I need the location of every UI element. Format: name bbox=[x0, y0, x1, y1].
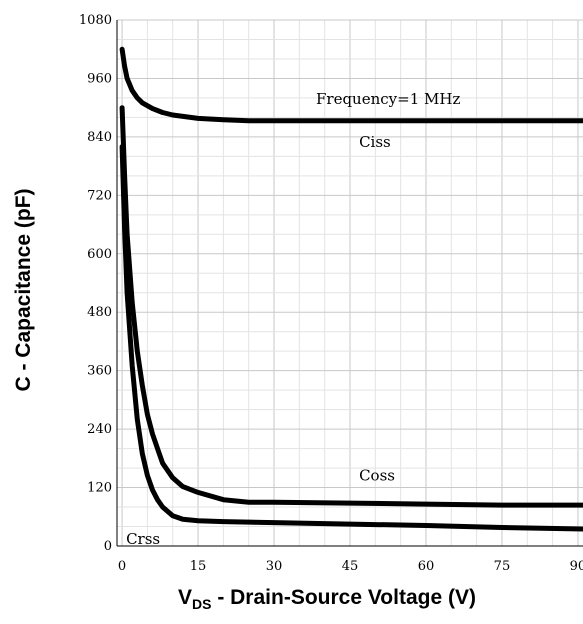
x-tick-label: 15 bbox=[190, 559, 207, 574]
x-tick-label: 75 bbox=[494, 559, 511, 574]
y-tick-label: 120 bbox=[87, 481, 112, 496]
frequency-annotation: Frequency=1 MHz bbox=[316, 90, 460, 108]
series-label-coss: Coss bbox=[359, 467, 395, 485]
y-tick-label: 960 bbox=[87, 71, 112, 86]
x-tick-label: 60 bbox=[418, 559, 435, 574]
x-axis-title-subscript: DS bbox=[192, 596, 211, 612]
x-tick-label: 45 bbox=[342, 559, 359, 574]
x-tick-label: 90 bbox=[570, 559, 583, 574]
y-tick-label: 1080 bbox=[79, 13, 112, 28]
series-curves bbox=[119, 46, 583, 532]
y-tick-label: 720 bbox=[87, 188, 112, 203]
series-line-crss bbox=[119, 144, 583, 532]
y-tick-label: 360 bbox=[87, 364, 112, 379]
x-axis-title-rest: - Drain-Source Voltage (V) bbox=[211, 586, 475, 609]
y-tick-label: 600 bbox=[87, 247, 112, 262]
x-tick-label: 0 bbox=[118, 559, 126, 574]
y-tick-label: 840 bbox=[87, 130, 112, 145]
x-axis-title: VDS - Drain-Source Voltage (V) bbox=[178, 586, 476, 612]
y-tick-label: 0 bbox=[104, 539, 112, 554]
series-line-ciss bbox=[119, 46, 583, 124]
series-labels: Ciss Coss Crss bbox=[126, 133, 395, 548]
tick-labels: 0 120 240 360 480 600 720 840 960 1080 0 15 30 45 60 75… bbox=[79, 13, 583, 574]
series-line-coss bbox=[119, 105, 583, 508]
grid bbox=[116, 19, 583, 547]
y-tick-label: 240 bbox=[87, 422, 112, 437]
y-tick-label: 480 bbox=[87, 305, 112, 320]
x-tick-label: 30 bbox=[266, 559, 283, 574]
series-label-ciss: Ciss bbox=[359, 133, 391, 151]
series-label-crss: Crss bbox=[126, 530, 160, 548]
x-axis-title-main: V bbox=[178, 586, 192, 609]
y-axis-title: C - Capacitance (pF) bbox=[12, 188, 35, 391]
